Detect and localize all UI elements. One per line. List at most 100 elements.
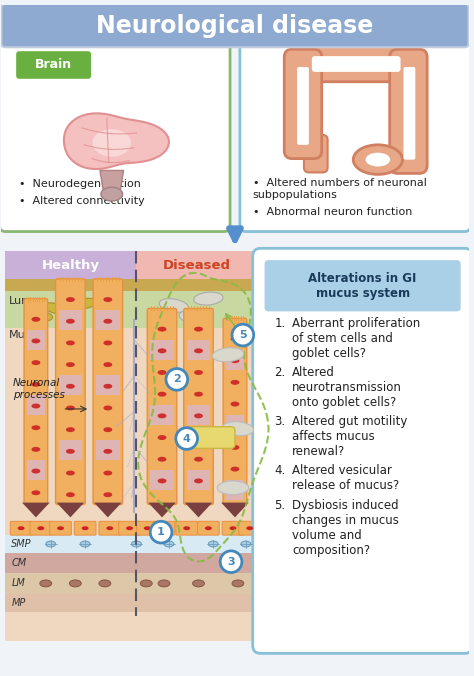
- Ellipse shape: [99, 580, 111, 587]
- Ellipse shape: [159, 299, 189, 312]
- Circle shape: [176, 428, 198, 450]
- Polygon shape: [92, 129, 131, 157]
- Circle shape: [220, 551, 242, 573]
- Ellipse shape: [205, 526, 212, 530]
- Text: •  Altered connectivity: • Altered connectivity: [19, 196, 145, 206]
- Ellipse shape: [66, 470, 75, 475]
- Ellipse shape: [103, 470, 112, 475]
- Bar: [187, 470, 210, 490]
- Text: Gut: Gut: [341, 59, 366, 72]
- Ellipse shape: [103, 341, 112, 345]
- Bar: [27, 460, 45, 480]
- Bar: [150, 470, 174, 490]
- Ellipse shape: [192, 580, 204, 587]
- Bar: [150, 340, 174, 360]
- Polygon shape: [56, 502, 84, 517]
- Ellipse shape: [31, 404, 40, 408]
- Ellipse shape: [158, 580, 170, 587]
- Ellipse shape: [194, 348, 203, 354]
- Circle shape: [150, 521, 172, 543]
- Text: Lumen: Lumen: [9, 295, 47, 306]
- Ellipse shape: [103, 362, 112, 367]
- FancyBboxPatch shape: [324, 51, 384, 79]
- FancyBboxPatch shape: [55, 279, 85, 504]
- Ellipse shape: [157, 479, 166, 483]
- Text: SMP: SMP: [11, 539, 32, 549]
- Ellipse shape: [99, 304, 121, 316]
- Ellipse shape: [29, 312, 53, 321]
- Text: 5: 5: [239, 330, 246, 340]
- Ellipse shape: [66, 406, 75, 410]
- Ellipse shape: [66, 427, 75, 432]
- Ellipse shape: [365, 153, 390, 166]
- Ellipse shape: [246, 526, 253, 530]
- Polygon shape: [100, 170, 124, 194]
- FancyBboxPatch shape: [93, 279, 123, 504]
- Ellipse shape: [194, 327, 203, 332]
- Ellipse shape: [232, 580, 244, 587]
- Text: Altered
neurotransmission
onto goblet cells?: Altered neurotransmission onto goblet ce…: [292, 366, 402, 409]
- Text: Brain: Brain: [35, 59, 72, 72]
- FancyBboxPatch shape: [0, 43, 230, 232]
- Bar: [137, 251, 258, 279]
- Bar: [59, 441, 82, 460]
- Ellipse shape: [66, 341, 75, 345]
- Ellipse shape: [157, 370, 166, 375]
- Text: •  Altered numbers of neuronal
subpopulations: • Altered numbers of neuronal subpopulat…: [253, 178, 427, 200]
- Ellipse shape: [193, 292, 223, 305]
- Bar: [5, 553, 258, 573]
- FancyBboxPatch shape: [390, 49, 427, 174]
- Bar: [27, 395, 45, 415]
- Polygon shape: [148, 502, 176, 517]
- Ellipse shape: [164, 541, 174, 547]
- Ellipse shape: [183, 526, 190, 530]
- Bar: [5, 535, 258, 553]
- Text: •  Abnormal neuron function: • Abnormal neuron function: [253, 207, 412, 217]
- FancyBboxPatch shape: [153, 521, 175, 535]
- Ellipse shape: [194, 414, 203, 418]
- Ellipse shape: [353, 145, 402, 174]
- FancyBboxPatch shape: [99, 521, 121, 535]
- Ellipse shape: [103, 297, 112, 302]
- Ellipse shape: [31, 382, 40, 387]
- Ellipse shape: [31, 468, 40, 473]
- FancyArrowPatch shape: [229, 228, 241, 240]
- Ellipse shape: [212, 347, 244, 362]
- Ellipse shape: [194, 479, 203, 483]
- Ellipse shape: [46, 541, 55, 547]
- Ellipse shape: [82, 526, 89, 530]
- Text: 4.: 4.: [274, 464, 286, 477]
- Text: Neurological disease: Neurological disease: [96, 14, 374, 38]
- Ellipse shape: [179, 311, 208, 326]
- Ellipse shape: [157, 391, 166, 397]
- Ellipse shape: [222, 422, 254, 435]
- FancyBboxPatch shape: [190, 427, 235, 448]
- Ellipse shape: [157, 327, 166, 332]
- Ellipse shape: [229, 526, 237, 530]
- Bar: [5, 594, 258, 612]
- FancyBboxPatch shape: [137, 521, 158, 535]
- Polygon shape: [64, 114, 169, 169]
- FancyBboxPatch shape: [24, 299, 48, 504]
- Text: 1.: 1.: [274, 317, 286, 331]
- FancyBboxPatch shape: [198, 521, 219, 535]
- FancyBboxPatch shape: [284, 49, 322, 159]
- Ellipse shape: [230, 337, 239, 341]
- Ellipse shape: [66, 297, 75, 302]
- Ellipse shape: [66, 449, 75, 454]
- Ellipse shape: [66, 362, 75, 367]
- FancyBboxPatch shape: [253, 248, 473, 654]
- Text: Altered gut motility
affects mucus
renewal?: Altered gut motility affects mucus renew…: [292, 415, 408, 458]
- Ellipse shape: [73, 298, 97, 309]
- Ellipse shape: [126, 526, 133, 530]
- Bar: [59, 375, 82, 395]
- Ellipse shape: [103, 427, 112, 432]
- Ellipse shape: [103, 384, 112, 389]
- Ellipse shape: [40, 580, 52, 587]
- Text: Mucus: Mucus: [9, 330, 45, 340]
- Ellipse shape: [194, 370, 203, 375]
- Polygon shape: [22, 502, 50, 517]
- FancyBboxPatch shape: [147, 308, 177, 504]
- Ellipse shape: [144, 526, 151, 530]
- Bar: [226, 480, 244, 500]
